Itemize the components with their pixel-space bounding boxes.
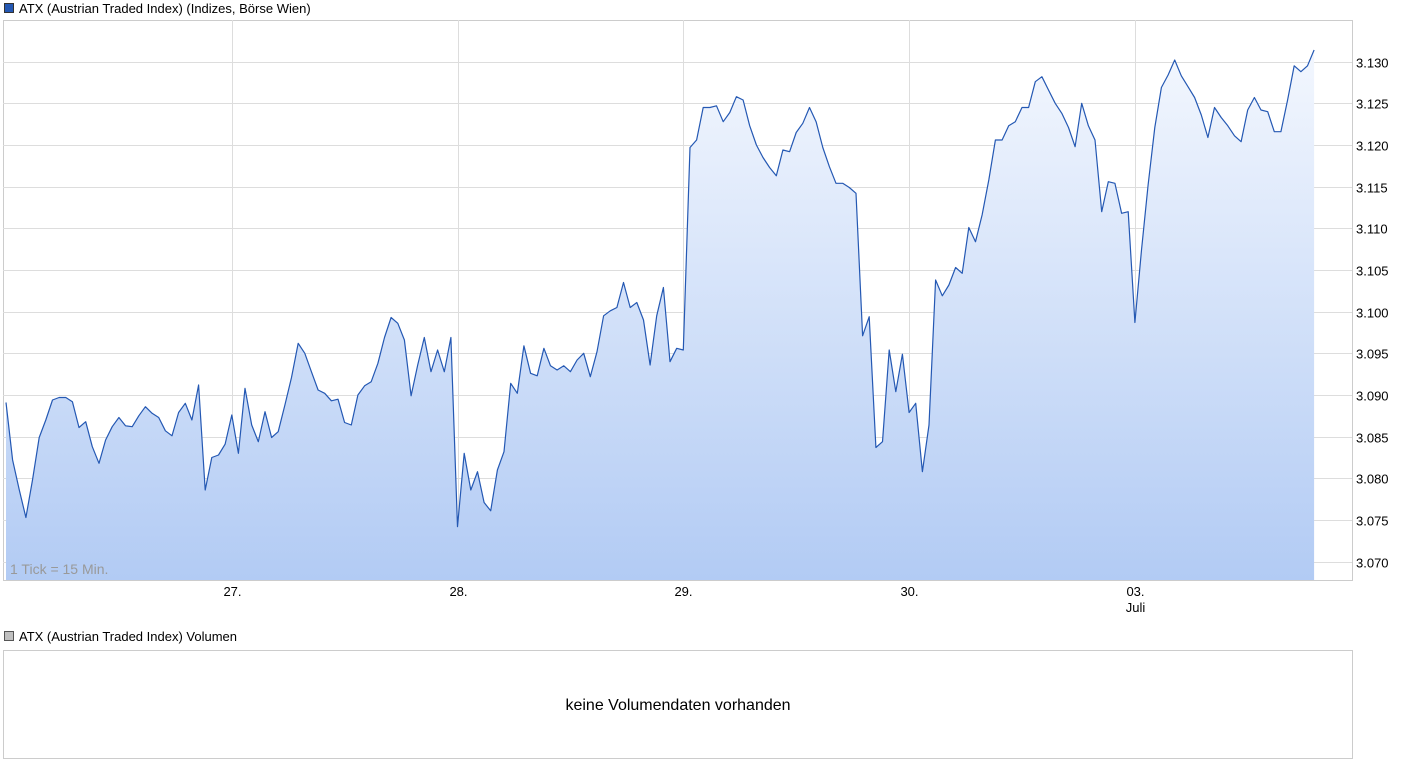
y-tick-label: 3.100 xyxy=(1356,306,1389,321)
y-tick-label: 3.090 xyxy=(1356,389,1389,404)
y-tick-label: 3.095 xyxy=(1356,347,1389,362)
y-tick-label: 3.115 xyxy=(1356,181,1388,196)
month-label: Juli xyxy=(1126,600,1146,615)
x-tick-label: 28. xyxy=(449,584,467,599)
y-tick-label: 3.070 xyxy=(1356,556,1389,571)
tick-note: 1 Tick = 15 Min. xyxy=(10,561,108,577)
x-tick-label: 03. xyxy=(1126,584,1144,599)
y-tick-label: 3.110 xyxy=(1356,222,1388,237)
y-tick-label: 3.085 xyxy=(1356,431,1389,446)
area xyxy=(6,50,1315,580)
volume-title: ATX (Austrian Traded Index) Volumen xyxy=(19,629,237,644)
volume-frame xyxy=(3,650,1353,759)
y-tick-label: 3.105 xyxy=(1356,264,1389,279)
y-tick-label: 3.080 xyxy=(1356,472,1389,487)
legend-swatch xyxy=(4,631,14,641)
legend-label: ATX (Austrian Traded Index) (Indizes, Bö… xyxy=(19,1,311,16)
x-tick-label: 29. xyxy=(674,584,692,599)
y-tick-label: 3.130 xyxy=(1356,56,1389,71)
x-tick-label: 27. xyxy=(223,584,241,599)
legend-swatch xyxy=(4,3,14,13)
volume-message: keine Volumendaten vorhanden xyxy=(565,697,790,714)
y-tick-label: 3.125 xyxy=(1356,97,1389,112)
y-tick-label: 3.120 xyxy=(1356,139,1389,154)
price-line xyxy=(5,49,1315,528)
y-tick-label: 3.075 xyxy=(1356,514,1389,529)
x-tick-label: 30. xyxy=(900,584,918,599)
